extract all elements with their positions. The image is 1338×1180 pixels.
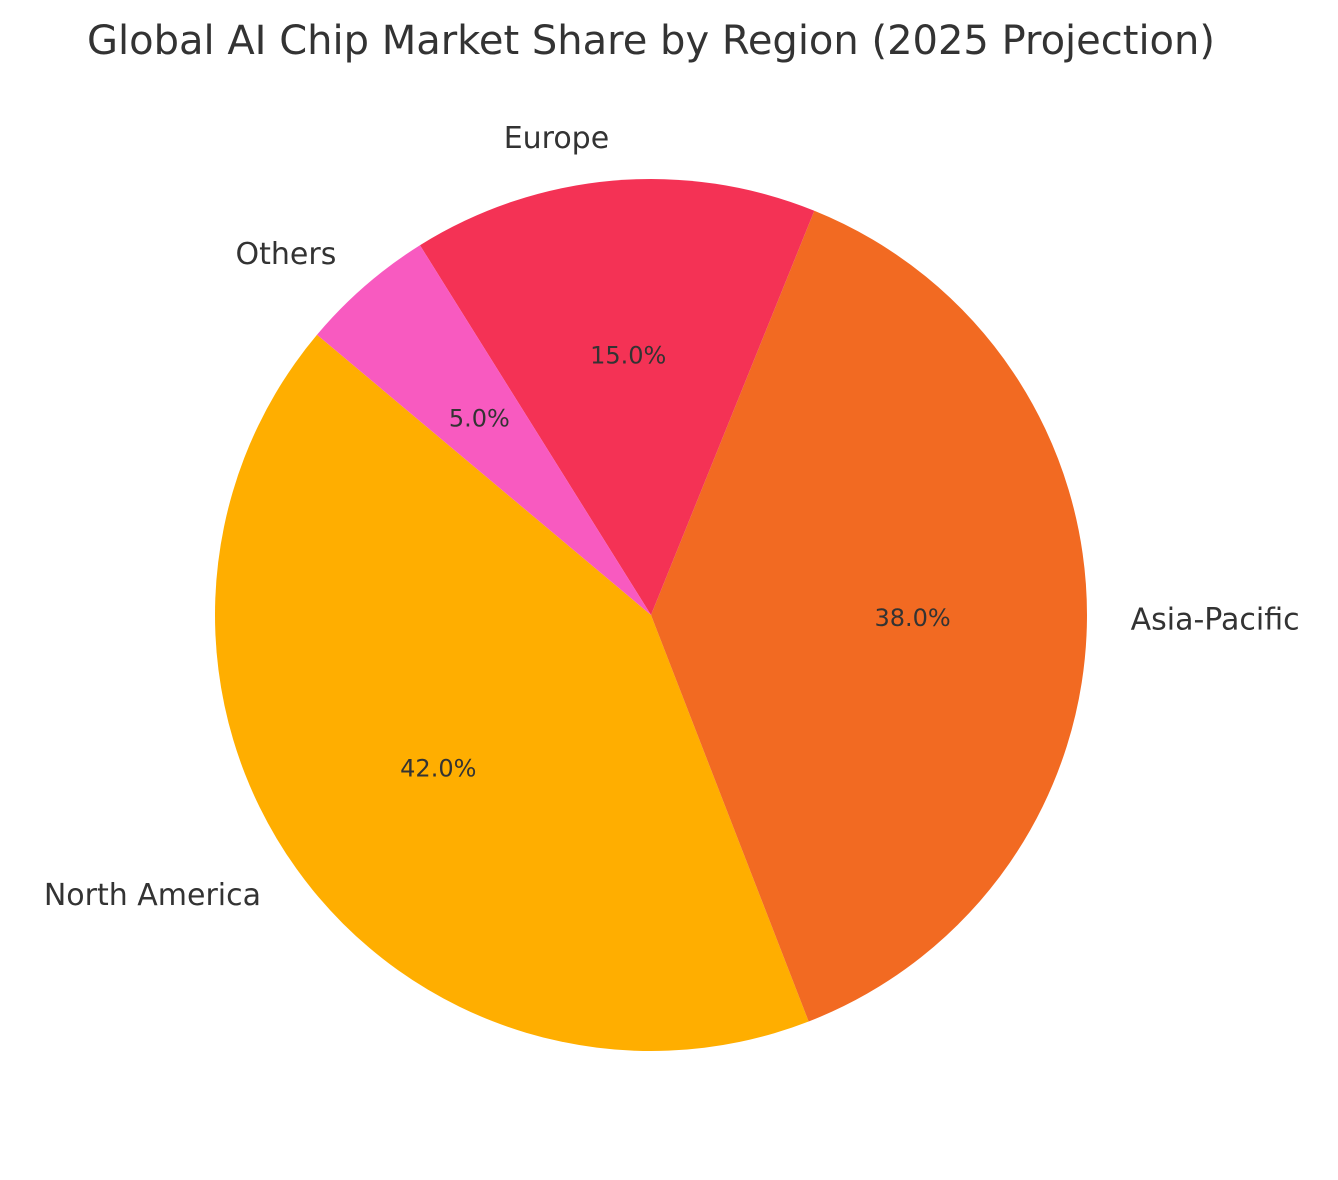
slice-label-others: Others: [236, 237, 337, 272]
slice-label-asia-pacific: Asia-Pacific: [1131, 602, 1300, 637]
slice-percent-others: 5.0%: [449, 405, 510, 433]
slice-percent-europe: 15.0%: [590, 341, 666, 369]
slice-percent-asia-pacific: 38.0%: [874, 604, 950, 632]
pie-slice-asia-pacific: [651, 210, 1087, 1022]
pie-slice-europe: [419, 179, 815, 616]
pie-labels: North America 42.0% Asia-Pacific 38.0% Europ…: [44, 121, 1300, 913]
slice-percent-north-america: 42.0%: [400, 754, 476, 782]
slice-label-north-america: North America: [44, 878, 261, 913]
pie-slice-north-america: [214, 334, 809, 1052]
pie-slice-others: [317, 245, 651, 615]
pie-slices: [214, 179, 1087, 1052]
slice-label-europe: Europe: [504, 121, 610, 156]
chart-title: Global AI Chip Market Share by Region (2…: [87, 18, 1215, 64]
